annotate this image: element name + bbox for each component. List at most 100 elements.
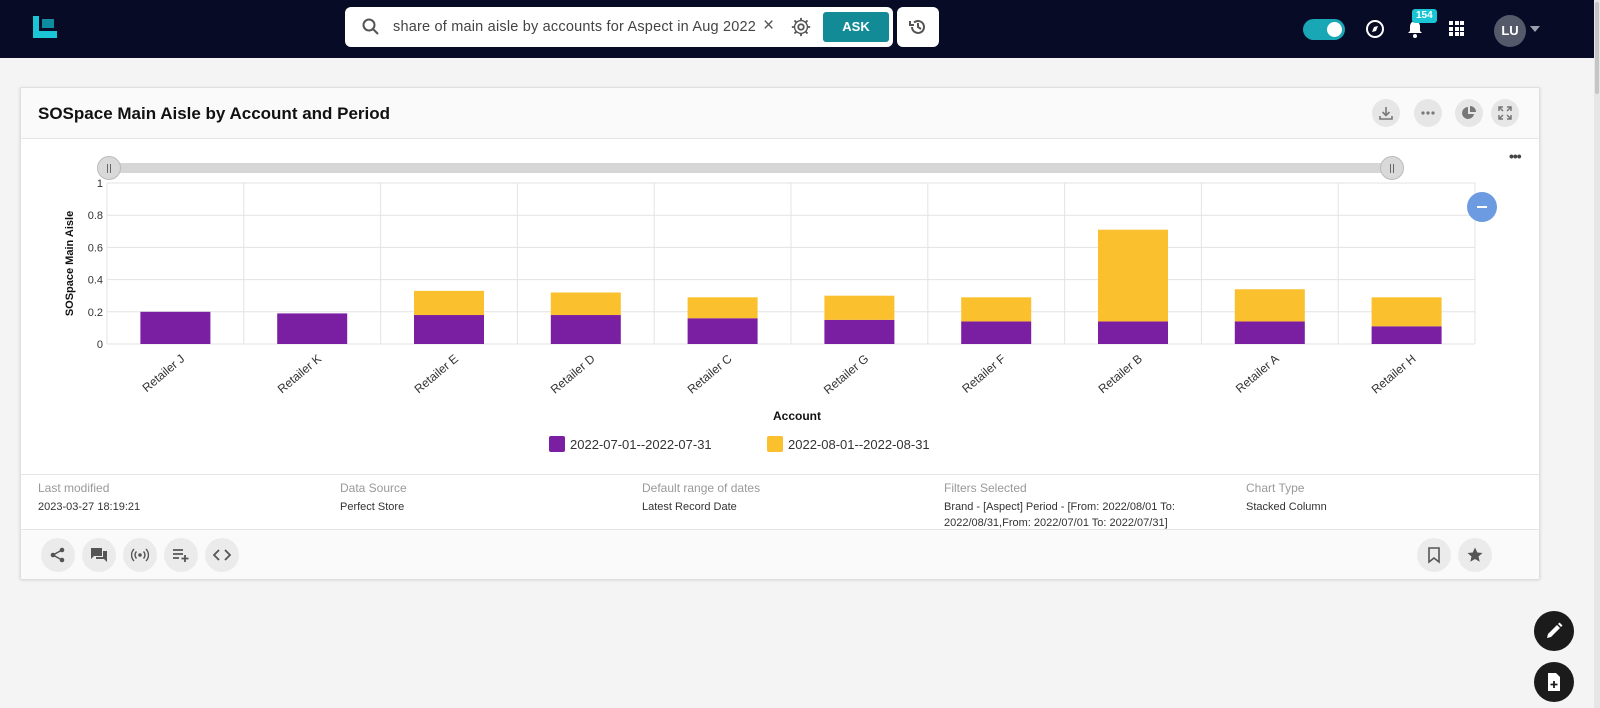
bar-segment [687,297,758,319]
bookmark-icon [1428,547,1440,564]
y-tick-label: 1 [97,178,103,190]
filters-line: 2022/08/31,From: 2022/07/01 To: 2022/07/… [944,517,1168,529]
user-avatar[interactable]: LU [1494,15,1526,47]
compass-icon[interactable] [1365,19,1385,39]
x-tick-label: Retailer H [1369,352,1419,397]
y-tick-label: 0.4 [88,275,103,287]
range-slider-left-handle[interactable] [97,156,121,180]
card-footer [21,529,1539,579]
x-tick-label: Retailer D [548,351,598,396]
code-icon [213,549,231,561]
x-axis-title: Account [773,409,821,421]
chart-type-button[interactable] [1455,99,1483,127]
collapse-button[interactable] [1467,192,1497,222]
download-icon [1379,107,1393,120]
meta-value: Latest Record Date [642,501,737,513]
clear-search-icon[interactable]: × [763,15,775,36]
card-header: SOSpace Main Aisle by Account and Period [21,88,1539,139]
settings-gear-icon[interactable] [790,16,812,38]
bar-segment [961,321,1032,344]
download-button[interactable] [1372,99,1400,127]
x-tick-label: Retailer A [1233,352,1282,396]
bar-segment [824,295,895,320]
bar-segment [277,313,348,344]
bar-segment [824,319,895,344]
y-axis-title: SOSpace Main Aisle [64,211,76,316]
more-options-button[interactable] [1414,99,1442,127]
meta-filters: Filters Selected Brand - [Aspect] Period… [944,481,1175,531]
embed-code-button[interactable] [205,538,239,572]
chart-metadata: Last modified 2023-03-27 18:19:21 Data S… [21,474,1539,529]
stacked-column-chart: 0 0.2 0.4 0.6 0.8 1 Retailer J Retailer K Retail… [64,178,1476,421]
playlist-add-icon [173,549,189,562]
meta-last-modified: Last modified 2023-03-27 18:19:21 [38,481,140,515]
meta-chart-type: Chart Type Stacked Column [1246,481,1327,515]
new-document-fab-button[interactable] [1534,662,1574,702]
meta-default-range: Default range of dates Latest Record Dat… [642,481,760,515]
bar-segment [1371,326,1442,344]
top-bar: share of main aisle by accounts for Aspe… [0,0,1600,58]
meta-label: Last modified [38,481,110,495]
bar-segment [1098,229,1168,322]
meta-label: Default range of dates [642,481,761,495]
bar-segment [1371,297,1442,327]
broadcast-button[interactable] [123,538,157,572]
comments-button[interactable] [82,538,116,572]
bar-segment [414,315,484,344]
legend-label: 2022-08-01--2022-08-31 [788,437,930,452]
range-slider-right-handle[interactable] [1380,156,1404,180]
meta-data-source: Data Source Perfect Store [340,481,407,515]
meta-value: Perfect Store [340,501,405,513]
x-tick-label: Retailer J [140,352,188,395]
bar-segment [550,315,621,344]
bookmark-button[interactable] [1417,538,1451,572]
page-scrollbar[interactable] [1594,0,1600,708]
search-icon [362,18,379,35]
expand-button[interactable] [1491,99,1519,127]
x-tick-label: Retailer F [959,352,1008,396]
chart-menu-icon[interactable]: ••• [1509,148,1522,164]
bar-segment [550,292,621,316]
search-input[interactable]: share of main aisle by accounts for Aspe… [393,19,757,35]
bar-segment [140,311,211,344]
apps-grid-icon[interactable] [1449,21,1464,36]
comments-icon [91,548,107,562]
filters-line: Brand - [Aspect] Period - [From: 2022/08… [944,501,1175,513]
bar-segment [414,290,484,316]
chevron-down-icon[interactable] [1530,26,1540,32]
y-tick-label: 0 [97,339,103,351]
bar-segment [1098,321,1168,344]
pie-chart-icon [1462,106,1476,119]
meta-label: Filters Selected [944,481,1027,495]
bar-segment [1234,289,1305,322]
bar-segment [961,297,1032,322]
card-title: SOSpace Main Aisle by Account and Period [38,104,391,123]
legend-swatch [767,436,783,452]
history-button[interactable] [897,7,939,47]
x-tick-label: Retailer B [1096,352,1145,397]
range-slider-selection[interactable] [109,163,1392,173]
x-tick-label: Retailer C [685,351,735,396]
mode-toggle[interactable] [1303,19,1345,40]
chart-card: SOSpace Main Aisle by Account and Period… [20,87,1540,579]
y-tick-label: 0.6 [88,242,103,254]
meta-value: Brand - [Aspect] Period - [From: 2022/08… [944,499,1175,531]
edit-fab-button[interactable] [1534,611,1574,651]
search-bar: share of main aisle by accounts for Aspe… [345,7,893,47]
ask-button[interactable]: ASK [823,12,889,42]
favorite-button[interactable] [1458,538,1492,572]
notifications-bell-icon[interactable] [1406,19,1424,39]
expand-icon [1498,106,1512,120]
meta-value: Stacked Column [1246,501,1327,513]
y-tick-label: 0.8 [88,210,103,222]
bar-segment [687,318,758,344]
add-to-playlist-button[interactable] [164,538,198,572]
meta-value: 2023-03-27 18:19:21 [38,501,141,513]
more-horizontal-icon [1421,111,1435,115]
meta-label: Chart Type [1246,481,1305,495]
app-logo[interactable] [33,16,57,38]
star-icon [1467,547,1483,562]
x-tick-label: Retailer G [821,352,871,397]
share-button[interactable] [41,538,75,572]
history-icon [909,19,925,34]
